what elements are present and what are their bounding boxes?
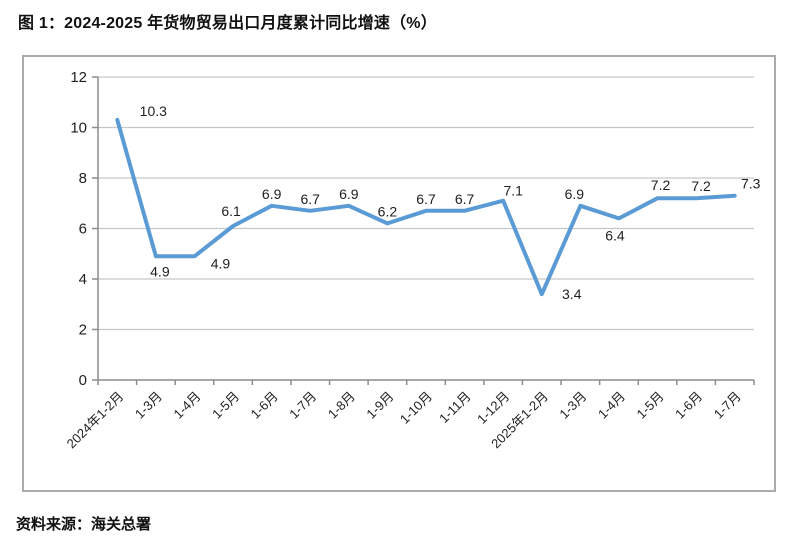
data-label: 6.4 [605,227,625,243]
x-tick-label: 1-3月 [132,389,165,422]
y-tick-labels: 0 2 4 6 8 10 12 [70,69,98,389]
y-tick-label: 8 [79,170,87,187]
x-tick-label: 1-8月 [325,389,358,422]
x-tick-label: 2024年1-2月 [64,389,127,452]
data-label: 6.9 [339,186,359,202]
data-label: 6.7 [455,191,475,207]
data-labels: 10.3 4.9 4.9 6.1 6.9 6.7 6.9 6.2 6.7 6.7 7.1 3.4 6.9… [140,103,761,302]
x-tick-label: 1-4月 [171,389,204,422]
x-tick-label: 1-7月 [286,389,319,422]
x-tick-label: 1-6月 [248,389,281,422]
x-tick-label: 1-9月 [363,389,396,422]
y-tick-label: 12 [70,69,87,86]
source-note: 资料来源：海关总署 [16,516,152,533]
x-tick-labels: 2024年1-2月 1-3月 1-4月 1-5月 1-6月 1-7月 1-8月 1-9月 1-1… [64,389,744,452]
y-tick-label: 4 [79,271,87,288]
data-label: 6.7 [416,191,436,207]
y-tick-label: 6 [79,221,87,238]
x-tick-label: 1-5月 [209,389,242,422]
figure-title: 图 1：2024-2025 年货物贸易出口月度累计同比增速（%） [18,15,437,32]
data-label: 4.9 [211,255,231,271]
y-tick-label: 0 [79,372,87,389]
y-tick-label: 10 [70,120,87,137]
data-label: 6.9 [262,186,282,202]
x-tick-label: 1-10月 [397,389,435,427]
chart-box: 0 2 4 6 8 10 12 2024年1-2月 1-3月 1-4月 1-5月 1-6月 1-7月 1-… [22,55,776,492]
y-tick-label: 2 [79,322,87,339]
data-label: 6.1 [221,203,241,219]
y-gridlines [98,76,754,331]
data-label: 6.9 [565,186,585,202]
data-label: 6.2 [378,203,398,219]
data-label: 7.2 [691,178,711,194]
series-line [115,117,737,297]
data-label: 4.9 [150,263,170,279]
data-label: 10.3 [140,103,167,119]
x-tick-label: 1-7月 [711,389,744,422]
x-tick-label: 1-3月 [556,389,589,422]
x-tick-label: 1-5月 [634,389,667,422]
x-tick-label: 1-6月 [672,389,705,422]
data-label: 3.4 [562,286,582,302]
x-tick-label: 1-11月 [436,389,474,427]
x-ticks [97,380,755,385]
data-label: 7.3 [741,176,761,192]
data-label: 7.2 [651,177,671,193]
data-label: 7.1 [503,183,523,199]
x-tick-label: 1-4月 [595,389,628,422]
data-label: 6.7 [301,191,321,207]
